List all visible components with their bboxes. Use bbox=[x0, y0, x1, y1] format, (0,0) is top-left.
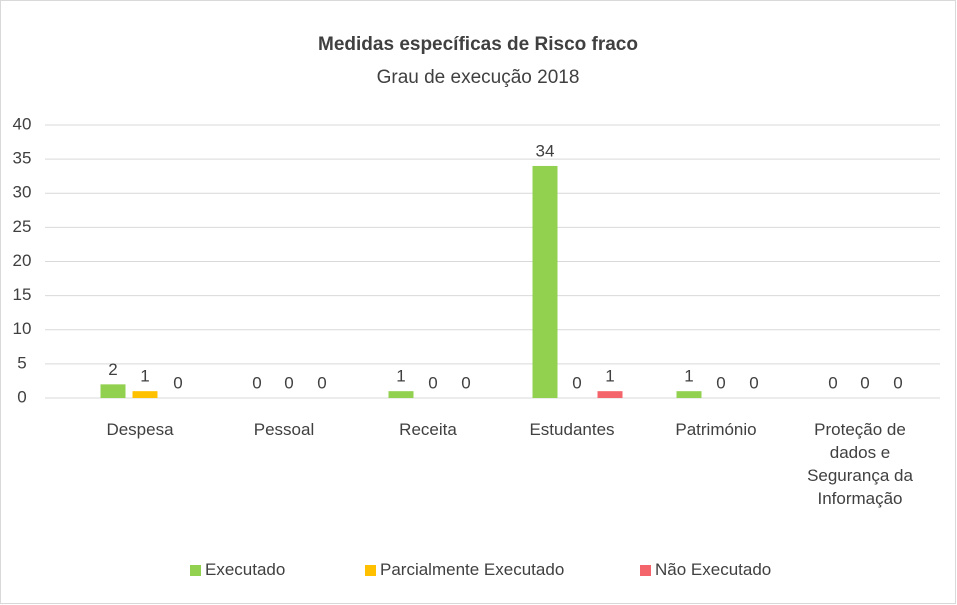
data-label: 0 bbox=[893, 373, 902, 392]
data-label: 1 bbox=[605, 367, 614, 386]
x-tick-label: Pessoal bbox=[253, 420, 315, 439]
legend-item: Parcialmente Executado bbox=[365, 560, 564, 580]
y-tick-label: 5 bbox=[17, 353, 26, 372]
data-label: 0 bbox=[828, 373, 837, 392]
y-tick-label: 15 bbox=[13, 285, 32, 304]
data-label: 0 bbox=[173, 373, 182, 392]
y-tick-label: 40 bbox=[13, 114, 32, 133]
data-label: 0 bbox=[252, 373, 261, 392]
bar bbox=[597, 391, 623, 398]
data-label: 1 bbox=[684, 367, 693, 386]
data-label: 2 bbox=[108, 360, 117, 379]
data-label: 0 bbox=[284, 373, 293, 392]
bar bbox=[132, 391, 158, 398]
data-label: 1 bbox=[140, 367, 149, 386]
x-tick-label: Despesa bbox=[106, 420, 174, 439]
y-tick-label: 20 bbox=[13, 251, 32, 270]
x-tick-label: Proteção de dados e Segurança da Informa… bbox=[807, 420, 913, 508]
legend-item: Não Executado bbox=[640, 560, 771, 580]
y-tick-label: 35 bbox=[13, 149, 32, 168]
y-tick-label: 30 bbox=[13, 183, 32, 202]
data-label: 1 bbox=[396, 367, 405, 386]
legend-item: Executado bbox=[190, 560, 285, 580]
data-label: 0 bbox=[317, 373, 326, 392]
x-tick-label: Património bbox=[675, 420, 757, 439]
legend-label: Executado bbox=[205, 560, 286, 579]
data-label: 34 bbox=[536, 141, 555, 160]
legend-label: Parcialmente Executado bbox=[380, 560, 565, 579]
legend-swatch bbox=[365, 564, 376, 576]
y-tick-label: 0 bbox=[17, 387, 26, 406]
data-label: 0 bbox=[716, 373, 725, 392]
data-label: 0 bbox=[428, 373, 437, 392]
y-tick-label: 25 bbox=[13, 217, 32, 236]
bar bbox=[532, 165, 558, 398]
y-tick-label: 10 bbox=[13, 319, 32, 338]
data-label: 0 bbox=[860, 373, 869, 392]
x-tick-label: Estudantes bbox=[529, 420, 615, 439]
chart-title: Medidas específicas de Risco fraco bbox=[318, 34, 638, 55]
bar bbox=[100, 384, 126, 398]
x-tick-label: Receita bbox=[399, 420, 457, 439]
bar bbox=[388, 391, 414, 398]
chart-subtitle: Grau de execução 2018 bbox=[377, 67, 580, 88]
bar bbox=[676, 391, 702, 398]
data-label: 0 bbox=[572, 373, 581, 392]
legend-label: Não Executado bbox=[655, 560, 772, 579]
data-label: 0 bbox=[749, 373, 758, 392]
legend-swatch bbox=[640, 564, 651, 576]
legend-swatch bbox=[190, 564, 201, 576]
data-label: 0 bbox=[461, 373, 470, 392]
